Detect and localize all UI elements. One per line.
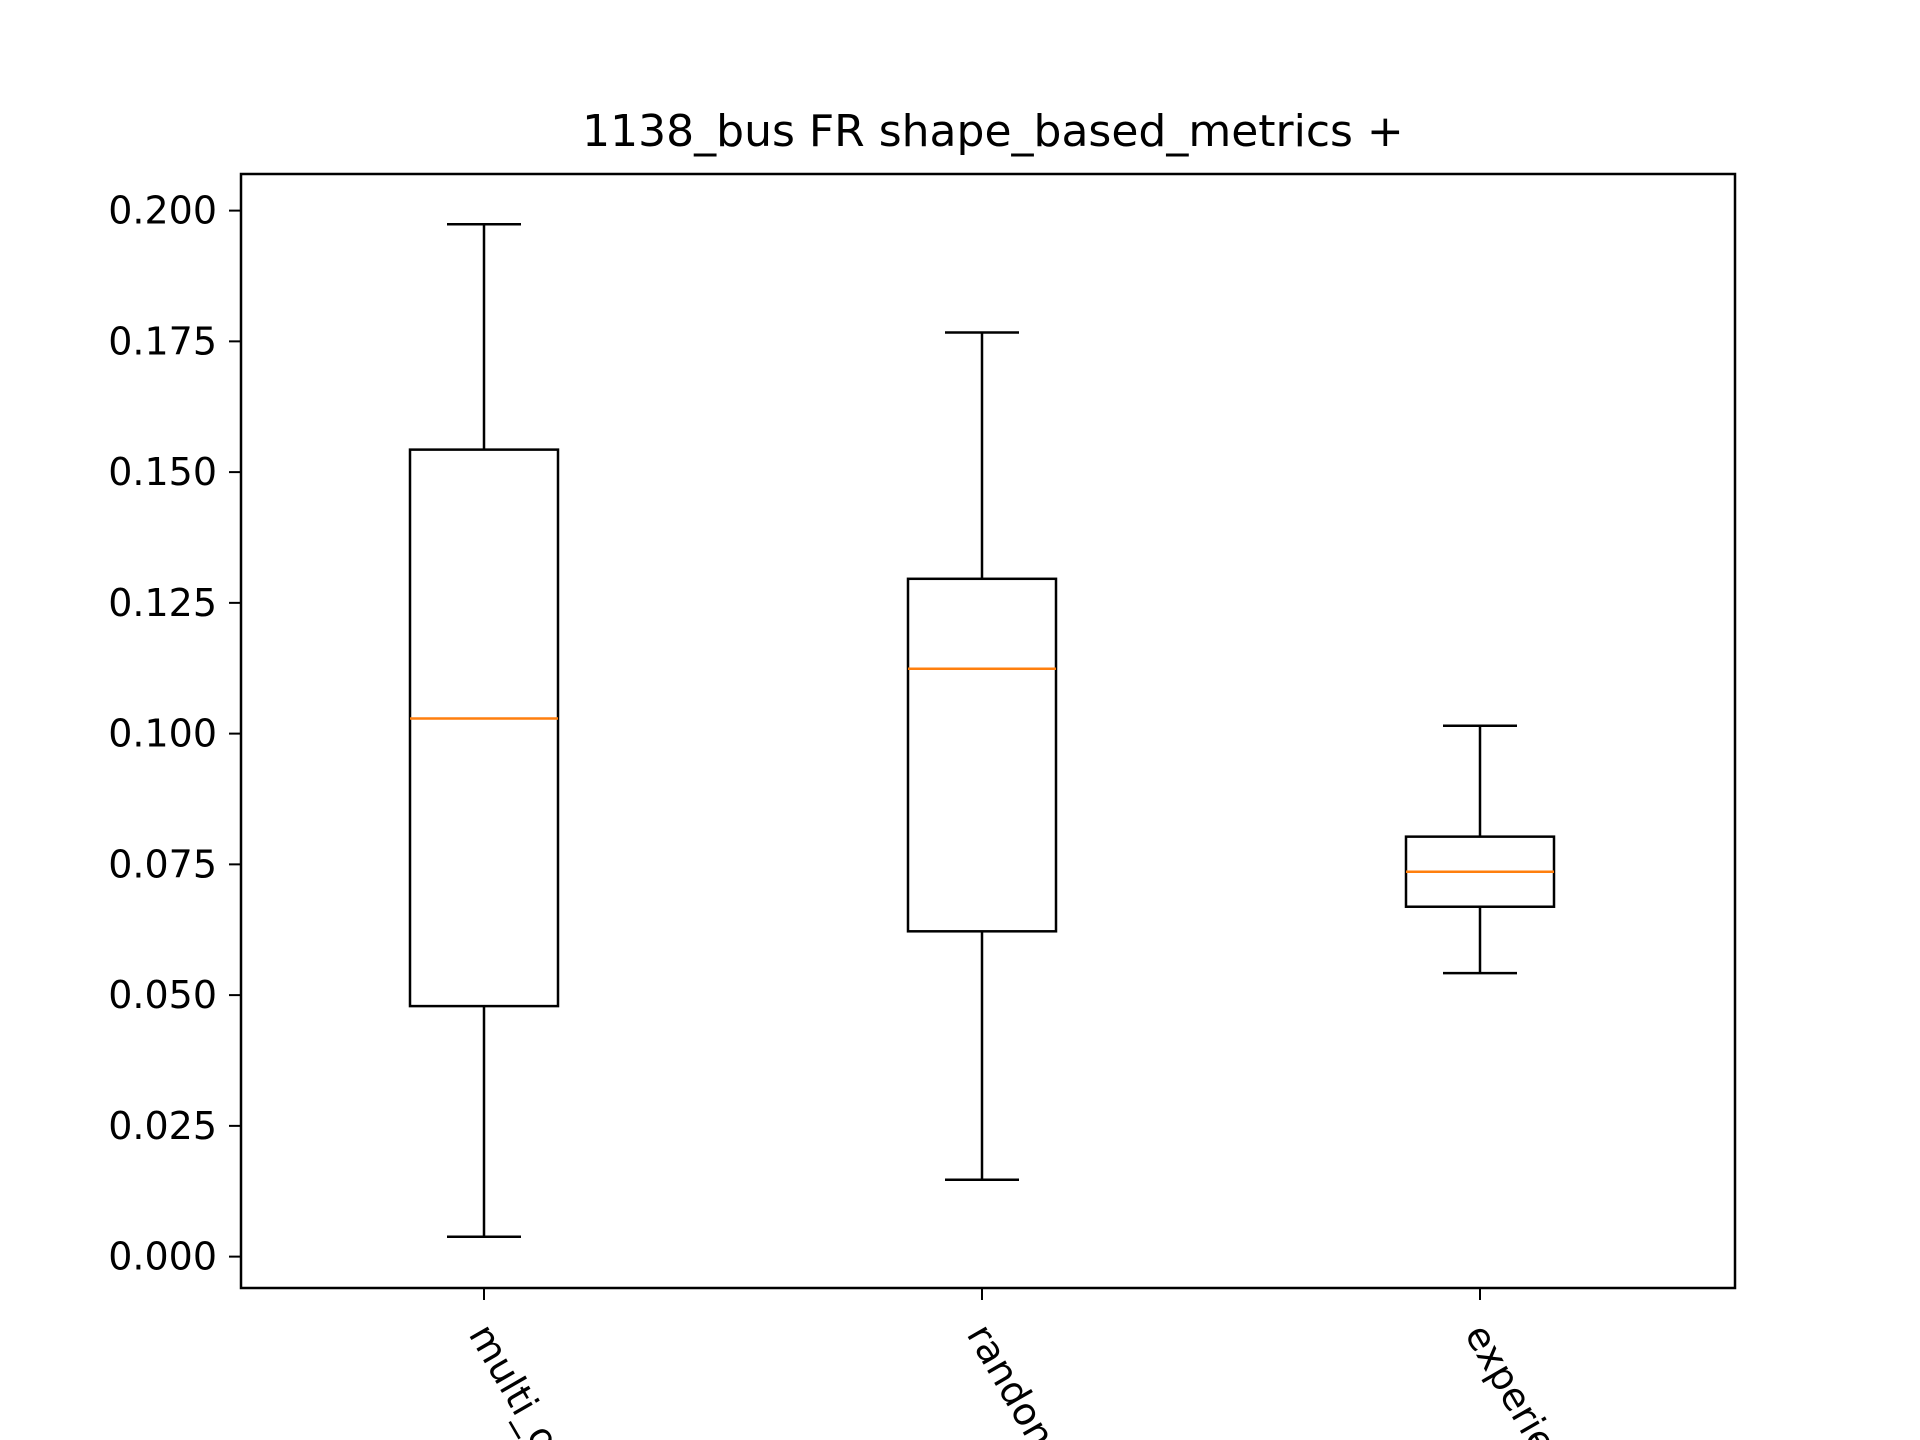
box-series [408,222,1556,1238]
y-tick-label: 0.125 [108,581,217,625]
chart-title: 1138_bus FR shape_based_metrics + [582,106,1404,157]
y-tick-label: 0.150 [108,450,217,494]
y-tick-label: 0.000 [108,1235,217,1279]
box-iqr [408,448,560,1008]
y-tick-label: 0.200 [108,189,217,233]
box-iqr [906,577,1058,933]
y-tick-label: 0.175 [108,319,217,363]
y-tick-label: 0.100 [108,712,217,756]
box-plot-item [408,222,560,1238]
y-tick-label: 0.025 [108,1104,217,1148]
box-plot-item [1404,724,1556,975]
y-axis: 0.000 0.025 0.050 0.075 0.100 0.125 0.150 0.175… [108,189,241,1279]
y-tick-label: 0.050 [108,973,217,1017]
box-plot-item [906,331,1058,1181]
y-tick-label: 0.075 [108,842,217,886]
plot-area-frame [239,172,1737,1290]
